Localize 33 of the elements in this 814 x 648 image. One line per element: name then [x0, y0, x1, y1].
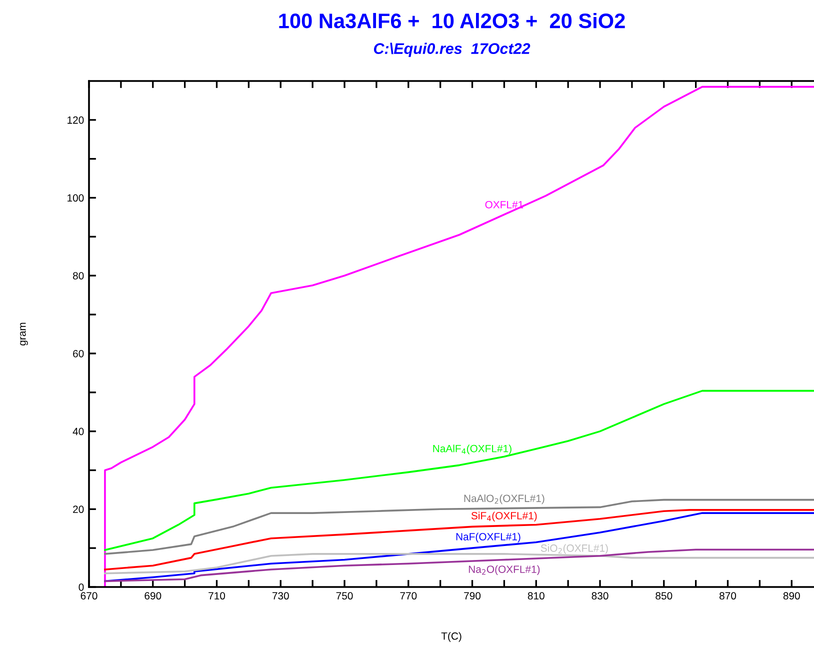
x-tick-label: 850: [656, 592, 672, 600]
x-tick-label: 670: [80, 592, 98, 600]
series-label: OXFL#1: [485, 200, 524, 208]
x-tick-label: 710: [208, 592, 226, 600]
x-tick-label: 830: [592, 592, 608, 600]
y-tick-label: 60: [73, 350, 84, 358]
line-series: [104, 512, 814, 582]
x-axis-title: T(C): [441, 632, 462, 642]
x-tick-label: 890: [783, 592, 800, 600]
series-label: Na$_{2}$O(OXFL#1): [468, 565, 540, 576]
series-label: NaAlF$_{4}$(OXFL#1): [433, 444, 512, 454]
series-label: NaF(OXFL#1): [456, 532, 520, 542]
x-tick-label: 870: [720, 592, 736, 600]
y-tick-label: 20: [73, 506, 84, 514]
x-tick-label: 810: [528, 592, 544, 600]
x-tick-label: 770: [400, 592, 417, 600]
y-tick-label: 0: [78, 584, 84, 591]
x-tick-label: 690: [144, 592, 162, 600]
chart-title: 100 Na3AlF6 + 10 Al2O3 + 20 SiO2: [279, 12, 625, 28]
series-label: SiF$_{4}$(OXFL#1): [471, 512, 537, 522]
y-tick-label: 80: [73, 272, 84, 280]
series-label: NaAlO$_{2}$(OXFL#1): [464, 494, 544, 504]
y-tick-label: 120: [68, 116, 84, 124]
y-tick-label: 100: [68, 194, 84, 202]
series-label: SiO$_{2}$(OXFL#1): [540, 544, 608, 554]
y-axis-title: gram: [20, 322, 28, 346]
x-tick-label: 750: [336, 592, 353, 600]
x-tick-label: 790: [464, 592, 481, 600]
line-series: [104, 86, 814, 587]
x-tick-label: 730: [272, 592, 289, 600]
y-tick-label: 40: [72, 428, 84, 436]
chart-subtitle: C:\Equi0.res 17Oct22: [374, 42, 530, 58]
line-series: [104, 553, 814, 574]
